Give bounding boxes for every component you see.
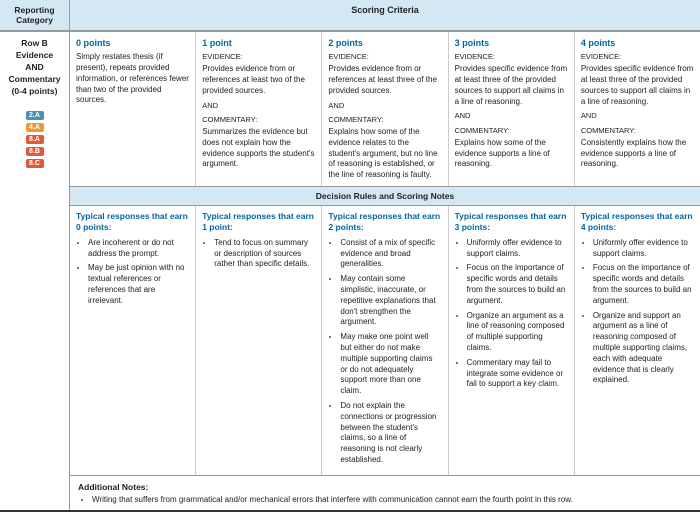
points-title: 2 points (328, 37, 441, 49)
criteria-col: 3 points EVIDENCE: Provides specific evide… (449, 32, 575, 186)
typical-title: Typical responses that earn 0 points: (76, 211, 189, 234)
evidence-text: Provides evidence from or references at … (328, 64, 441, 96)
skill-tag: 8.A (26, 135, 44, 144)
typical-list: Tend to focus on summary or description … (202, 238, 315, 270)
left-column: Row B Evidence AND Commentary (0-4 point… (0, 32, 70, 510)
typical-item: Commentary may fail to integrate some ev… (467, 358, 568, 390)
typical-col: Typical responses that earn 1 point: Tend… (196, 206, 322, 475)
row-label-3: AND (3, 62, 66, 74)
evidence-text: Provides specific evidence from at least… (455, 64, 568, 107)
skill-tag: 2.A (26, 111, 44, 120)
typical-item: Uniformly offer evidence to support clai… (593, 238, 694, 260)
typical-item: May be just opinion with no textual refe… (88, 263, 189, 306)
points-title: 4 points (581, 37, 694, 49)
criteria-col: 0 points Simply restates thesis (if prese… (70, 32, 196, 186)
header-right: Scoring Criteria (70, 0, 700, 30)
commentary-label: COMMENTARY: (328, 115, 441, 125)
points-title: 3 points (455, 37, 568, 49)
commentary-text: Consistently explains how the evidence s… (581, 138, 694, 170)
and-label: AND (455, 111, 568, 121)
commentary-text: Explains how some of the evidence relate… (328, 127, 441, 181)
typical-item: Uniformly offer evidence to support clai… (467, 238, 568, 260)
evidence-label: EVIDENCE: (455, 52, 568, 62)
skill-tag: 8.B (26, 147, 44, 156)
criteria-col: 4 points EVIDENCE: Provides specific evide… (575, 32, 700, 186)
skill-tag: 8.C (26, 159, 44, 168)
evidence-label: EVIDENCE: (328, 52, 441, 62)
header-left: Reporting Category (0, 0, 70, 30)
typical-item: Organize an argument as a line of reason… (467, 311, 568, 354)
typical-list: Consist of a mix of specific evidence an… (328, 238, 441, 466)
typical-col: Typical responses that earn 3 points: Uni… (449, 206, 575, 475)
and-label: AND (581, 111, 694, 121)
typical-title: Typical responses that earn 3 points: (455, 211, 568, 234)
typical-list: Uniformly offer evidence to support clai… (581, 238, 694, 386)
evidence-text: Provides evidence from or references at … (202, 64, 315, 96)
commentary-label: COMMENTARY: (581, 126, 694, 136)
evidence-text: Provides specific evidence from at least… (581, 64, 694, 107)
rubric-body: Row B Evidence AND Commentary (0-4 point… (0, 31, 700, 512)
typical-item: Organize and support an argument as a li… (593, 311, 694, 387)
criteria-col: 1 point EVIDENCE: Provides evidence from o… (196, 32, 322, 186)
evidence-label: EVIDENCE: (202, 52, 315, 62)
commentary-label: COMMENTARY: (202, 115, 315, 125)
commentary-label: COMMENTARY: (455, 126, 568, 136)
points-title: 1 point (202, 37, 315, 49)
typical-item: May contain some simplistic, inaccurate,… (340, 274, 441, 328)
commentary-text: Summarizes the evidence but does not exp… (202, 127, 315, 170)
typical-col: Typical responses that earn 2 points: Con… (322, 206, 448, 475)
header-row: Reporting Category Scoring Criteria (0, 0, 700, 31)
typical-title: Typical responses that earn 4 points: (581, 211, 694, 234)
typical-item: Do not explain the connections or progre… (340, 401, 441, 466)
criteria-col: 2 points EVIDENCE: Provides evidence from … (322, 32, 448, 186)
and-label: AND (328, 101, 441, 111)
row-label: Row B Evidence AND Commentary (0-4 point… (0, 32, 69, 103)
typical-title: Typical responses that earn 2 points: (328, 211, 441, 234)
typical-item: Focus on the importance of specific word… (467, 263, 568, 306)
notes-list: Writing that suffers from grammatical an… (78, 495, 692, 504)
typical-item: Tend to focus on summary or description … (214, 238, 315, 270)
typical-list: Are incoherent or do not address the pro… (76, 238, 189, 307)
additional-notes: Additional Notes: Writing that suffers f… (70, 475, 700, 510)
row-label-4: Commentary (3, 74, 66, 86)
row-label-1: Row B (3, 38, 66, 50)
typical-cols: Typical responses that earn 0 points: Are… (70, 206, 700, 475)
skill-tags: 2.A 4.A 8.A 8.B 8.C (0, 103, 69, 169)
criteria-text: Simply restates thesis (if present), rep… (76, 52, 189, 106)
evidence-label: EVIDENCE: (581, 52, 694, 62)
commentary-text: Explains how some of the evidence suppor… (455, 138, 568, 170)
criteria-cols: 0 points Simply restates thesis (if prese… (70, 32, 700, 186)
notes-item: Writing that suffers from grammatical an… (92, 495, 692, 504)
typical-item: Consist of a mix of specific evidence an… (340, 238, 441, 270)
typical-title: Typical responses that earn 1 point: (202, 211, 315, 234)
typical-col: Typical responses that earn 0 points: Are… (70, 206, 196, 475)
decision-header: Decision Rules and Scoring Notes (70, 186, 700, 206)
skill-tag: 4.A (26, 123, 44, 132)
criteria-row: 0 points Simply restates thesis (if prese… (70, 32, 700, 186)
typical-list: Uniformly offer evidence to support clai… (455, 238, 568, 390)
points-title: 0 points (76, 37, 189, 49)
typical-item: Focus on the importance of specific word… (593, 263, 694, 306)
typical-row: Typical responses that earn 0 points: Are… (70, 206, 700, 475)
typical-item: Are incoherent or do not address the pro… (88, 238, 189, 260)
right-column: 0 points Simply restates thesis (if prese… (70, 32, 700, 510)
notes-title: Additional Notes: (78, 482, 692, 492)
row-label-2: Evidence (3, 50, 66, 62)
typical-item: May make one point well but either do no… (340, 332, 441, 397)
typical-col: Typical responses that earn 4 points: Uni… (575, 206, 700, 475)
row-label-5: (0-4 points) (3, 86, 66, 98)
and-label: AND (202, 101, 315, 111)
